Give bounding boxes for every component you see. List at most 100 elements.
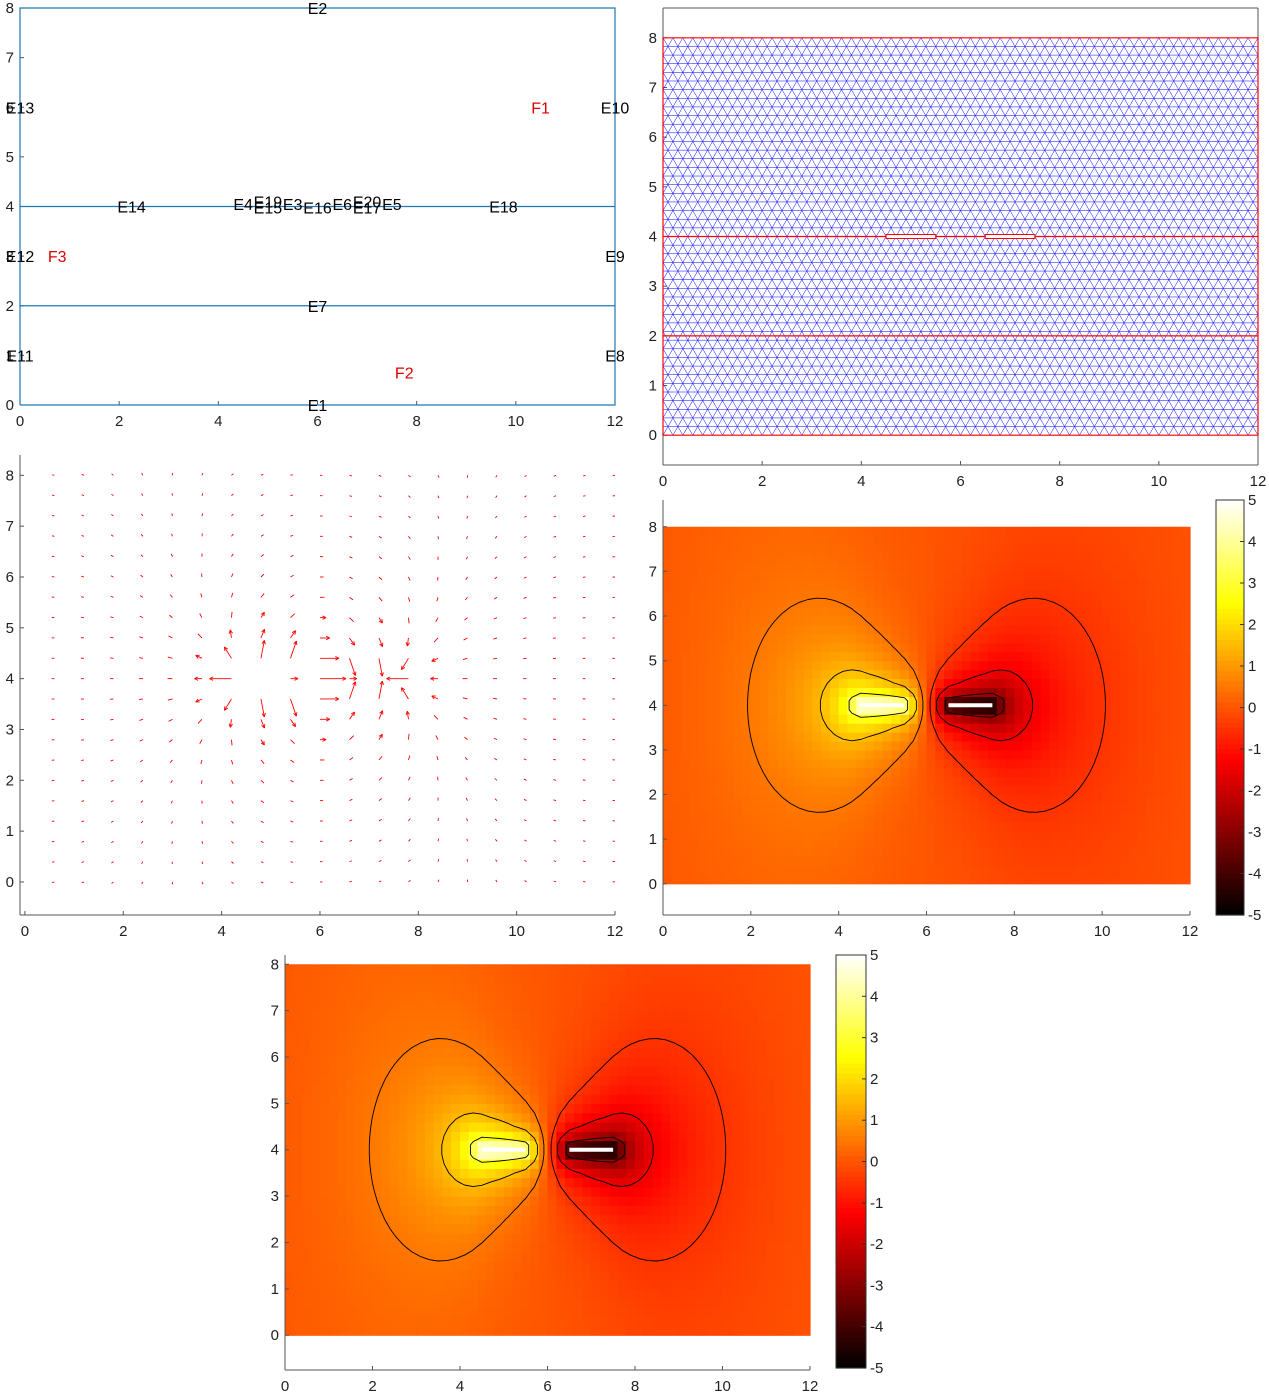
heatmap-cell <box>1014 598 1024 608</box>
heatmap-cell <box>573 1149 584 1160</box>
heatmap-cell <box>724 874 734 885</box>
field-arrow-head <box>291 722 297 727</box>
heatmap-cell <box>1102 705 1112 715</box>
heatmap-cell <box>803 776 813 787</box>
heatmap-cell <box>495 1233 505 1244</box>
heatmap-cell <box>617 1307 627 1318</box>
heatmap-cell <box>556 1325 566 1336</box>
heatmap-cell <box>600 1196 610 1206</box>
heatmap-cell <box>777 714 787 724</box>
heatmap-cell <box>821 794 831 805</box>
heatmap-cell <box>766 1121 776 1132</box>
heatmap-cell <box>661 1112 671 1123</box>
heatmap-cell <box>731 1270 741 1281</box>
heatmap-cell <box>689 616 699 626</box>
heatmap-cell <box>591 1177 601 1188</box>
heatmap-cell <box>1128 732 1138 742</box>
heatmap-cell <box>952 821 963 831</box>
heatmap-cell <box>680 616 690 626</box>
heatmap-cell <box>838 803 849 813</box>
heatmap-cell <box>451 1325 461 1336</box>
heatmap-cell <box>759 553 769 564</box>
heatmap-cell <box>952 696 963 706</box>
heatmap-cell <box>1084 535 1094 546</box>
heatmap-cell <box>961 785 972 796</box>
heatmap-cell <box>390 1223 400 1234</box>
heatmap-cell <box>900 767 910 778</box>
heatmap-cell <box>381 1149 391 1160</box>
heatmap-cell <box>715 553 726 564</box>
heatmap-cell <box>591 1307 601 1318</box>
heatmap-cell <box>759 776 769 787</box>
heatmap-cell <box>416 1279 426 1290</box>
heatmap-cell <box>608 1261 619 1271</box>
heatmap-cell <box>891 794 901 805</box>
heatmap-cell <box>882 642 892 653</box>
field-arrow <box>197 633 203 639</box>
heatmap-cell <box>821 723 831 733</box>
heatmap-cell <box>1163 848 1174 858</box>
heatmap-cell <box>652 1140 662 1151</box>
heatmap-cell <box>698 705 708 715</box>
heatmap-cell <box>355 1298 365 1309</box>
heatmap-cell <box>1137 526 1147 537</box>
heatmap-cell <box>530 1149 540 1160</box>
heatmap-cell <box>320 1196 330 1206</box>
heatmap-cell <box>777 749 787 760</box>
field-arrow <box>437 495 440 499</box>
heatmap-cell <box>346 1084 356 1095</box>
heatmap-cell <box>724 776 734 787</box>
heatmap-cell <box>1075 732 1086 742</box>
heatmap-cell <box>996 714 1007 724</box>
heatmap-cell <box>328 1047 339 1058</box>
heatmap-cell <box>882 812 892 822</box>
heatmap-cell <box>1084 856 1094 867</box>
heatmap-cell <box>468 1112 479 1123</box>
heatmap-cell <box>1163 758 1174 769</box>
heatmap-cell <box>652 1298 662 1309</box>
heatmap-cell <box>908 526 919 537</box>
field-arrow <box>201 513 204 517</box>
heatmap-cell <box>565 1066 575 1077</box>
heatmap-cell <box>1040 633 1051 644</box>
heatmap-cell <box>856 821 866 831</box>
heatmap-cell <box>952 571 963 581</box>
heatmap-cell <box>671 740 682 751</box>
heatmap-cell <box>838 616 849 626</box>
heatmap-cell <box>801 1288 811 1299</box>
heatmap-cell <box>961 571 972 581</box>
heatmap-cell <box>381 1112 391 1123</box>
y-tick-label: 6 <box>6 99 14 116</box>
heatmap-cell <box>1040 785 1051 796</box>
heatmap-cell <box>952 651 963 662</box>
heatmap-cell <box>687 1140 697 1151</box>
heatmap-cell <box>293 1251 304 1262</box>
heatmap-cell <box>733 794 743 805</box>
heatmap-cell <box>706 687 717 697</box>
heatmap-cell <box>320 1047 330 1058</box>
heatmap-cell <box>865 856 875 867</box>
field-arrow <box>141 881 144 885</box>
heatmap-cell <box>882 535 892 546</box>
heatmap-cell <box>944 874 954 885</box>
heatmap-cell <box>460 1084 470 1095</box>
heatmap-cell <box>882 633 892 644</box>
heatmap-cell <box>742 785 752 796</box>
heatmap-cell <box>416 1261 426 1271</box>
field-arrow <box>494 576 498 580</box>
heatmap-cell <box>775 1270 785 1281</box>
heatmap-cell <box>372 1242 382 1253</box>
heatmap-cell <box>759 839 769 849</box>
heatmap-cell <box>801 1186 811 1197</box>
heatmap-cell <box>979 767 989 778</box>
heatmap-cell <box>865 740 875 751</box>
heatmap-cell <box>705 1233 715 1244</box>
heatmap-cell <box>706 696 717 706</box>
heatmap-cell <box>556 1075 566 1086</box>
heatmap-cell <box>742 874 752 885</box>
heatmap-cell <box>812 687 822 697</box>
heatmap-cell <box>705 1094 715 1104</box>
heatmap-cell <box>713 1159 724 1169</box>
heatmap-cell <box>670 1186 680 1197</box>
heatmap-cell <box>935 848 945 858</box>
